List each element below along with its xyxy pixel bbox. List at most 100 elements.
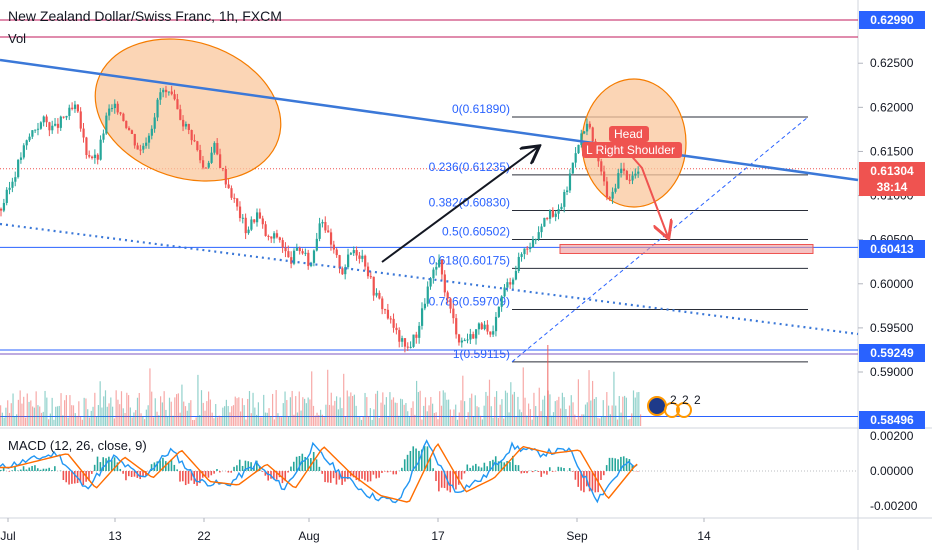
macd-histogram-bar: [543, 471, 545, 474]
dotted-trendline[interactable]: [0, 222, 859, 336]
candle-body: [352, 250, 355, 254]
volume-bar: [471, 393, 473, 426]
volume-bar: [53, 419, 55, 426]
volume-bar: [138, 392, 140, 426]
volume-bar: [369, 408, 371, 426]
candle-body: [617, 173, 620, 189]
macd-histogram-bar: [108, 456, 110, 471]
candle-body: [170, 91, 173, 95]
volume-bar: [508, 412, 510, 426]
candle-body: [207, 162, 210, 168]
candle-body: [494, 316, 498, 332]
candle-body: [162, 89, 165, 93]
candle-body: [412, 334, 415, 347]
descending-trendline[interactable]: [0, 58, 859, 182]
macd-histogram-bar: [628, 459, 631, 471]
volume-bar: [96, 416, 98, 426]
candle-body: [486, 324, 489, 332]
candle-body: [605, 181, 609, 198]
candle-body: [76, 104, 79, 112]
volume-bar: [517, 396, 519, 426]
macd-histogram-bar: [375, 471, 378, 479]
volume-bar: [115, 390, 117, 426]
candle-body: [122, 113, 125, 121]
candle-body: [557, 209, 560, 214]
volume-bar: [266, 412, 268, 426]
candle-body: [440, 259, 444, 275]
volume-bar: [385, 397, 387, 426]
candle-body: [238, 206, 242, 219]
macd-histogram-bar: [358, 471, 360, 482]
volume-bar: [378, 417, 380, 426]
volume-bar: [391, 399, 393, 426]
volume-bar: [376, 390, 379, 426]
chart-title: New Zealand Dollar/Swiss Franc, 1h, FXCM: [8, 8, 282, 24]
volume-bar: [87, 409, 89, 426]
volume-bar: [316, 412, 318, 426]
volume-bar: [252, 392, 254, 426]
volume-bar: [513, 391, 515, 426]
volume-bar: [108, 403, 110, 426]
candle-body: [389, 318, 392, 320]
macd-histogram-bar: [71, 471, 73, 484]
candle-body: [492, 331, 495, 335]
candle-body: [446, 292, 449, 299]
candle-body: [88, 155, 91, 157]
macd-histogram-bar: [298, 456, 301, 471]
volume-bar: [549, 394, 551, 426]
macd-histogram-bar: [11, 470, 13, 471]
volume-bar: [499, 404, 501, 426]
candle-body: [509, 282, 512, 285]
volume-bar: [412, 401, 414, 426]
volume-bar: [284, 391, 286, 426]
volume-bar: [257, 402, 259, 426]
volume-bar: [320, 409, 322, 426]
volume-bar: [426, 411, 428, 426]
candle-body: [273, 233, 276, 239]
volume-bar: [394, 402, 396, 426]
volume-bar: [469, 397, 471, 426]
candle-body: [358, 255, 361, 259]
volume-bar: [424, 397, 427, 426]
candle-body: [548, 210, 552, 219]
volume-bar: [542, 399, 544, 426]
volume-bar: [448, 399, 450, 426]
price-tag-label: 38:14: [877, 180, 908, 194]
candle-body: [512, 279, 515, 285]
candle-body: [147, 135, 151, 143]
candle-body: [65, 115, 68, 118]
event-badge-icon[interactable]: [664, 402, 680, 418]
volume-bar: [490, 406, 492, 426]
candle-body: [34, 129, 37, 131]
volume-bar: [430, 396, 432, 426]
macd-histogram-bar: [622, 456, 625, 471]
volume-bar: [94, 392, 96, 426]
macd-histogram-bar: [384, 471, 386, 472]
volume-bar: [602, 400, 604, 426]
volume-bar: [204, 410, 206, 426]
volume-bar: [24, 417, 27, 426]
candle-body: [403, 338, 407, 347]
event-badge-icon[interactable]: [676, 402, 692, 418]
volume-bar: [145, 409, 147, 426]
volume-bar: [327, 369, 329, 426]
volume-bar: [556, 400, 558, 426]
candle-body: [372, 276, 375, 296]
volume-bar: [496, 391, 498, 426]
volume-bar: [101, 407, 103, 426]
candle-body: [523, 248, 526, 255]
volume-bar: [305, 403, 307, 426]
candle-body: [568, 173, 572, 191]
macd-histogram-bar: [415, 448, 417, 471]
volume-bar: [588, 370, 590, 426]
event-badge-icon[interactable]: [647, 396, 667, 416]
macd-histogram-bar: [45, 468, 48, 471]
macd-histogram-bar: [620, 456, 622, 471]
projection-arrow-up[interactable]: [381, 147, 538, 263]
volume-bar: [632, 390, 635, 426]
volume-bar: [449, 409, 451, 426]
volume-bar: [300, 410, 302, 426]
volume-bar: [384, 404, 386, 426]
macd-histogram-bar: [378, 471, 380, 478]
